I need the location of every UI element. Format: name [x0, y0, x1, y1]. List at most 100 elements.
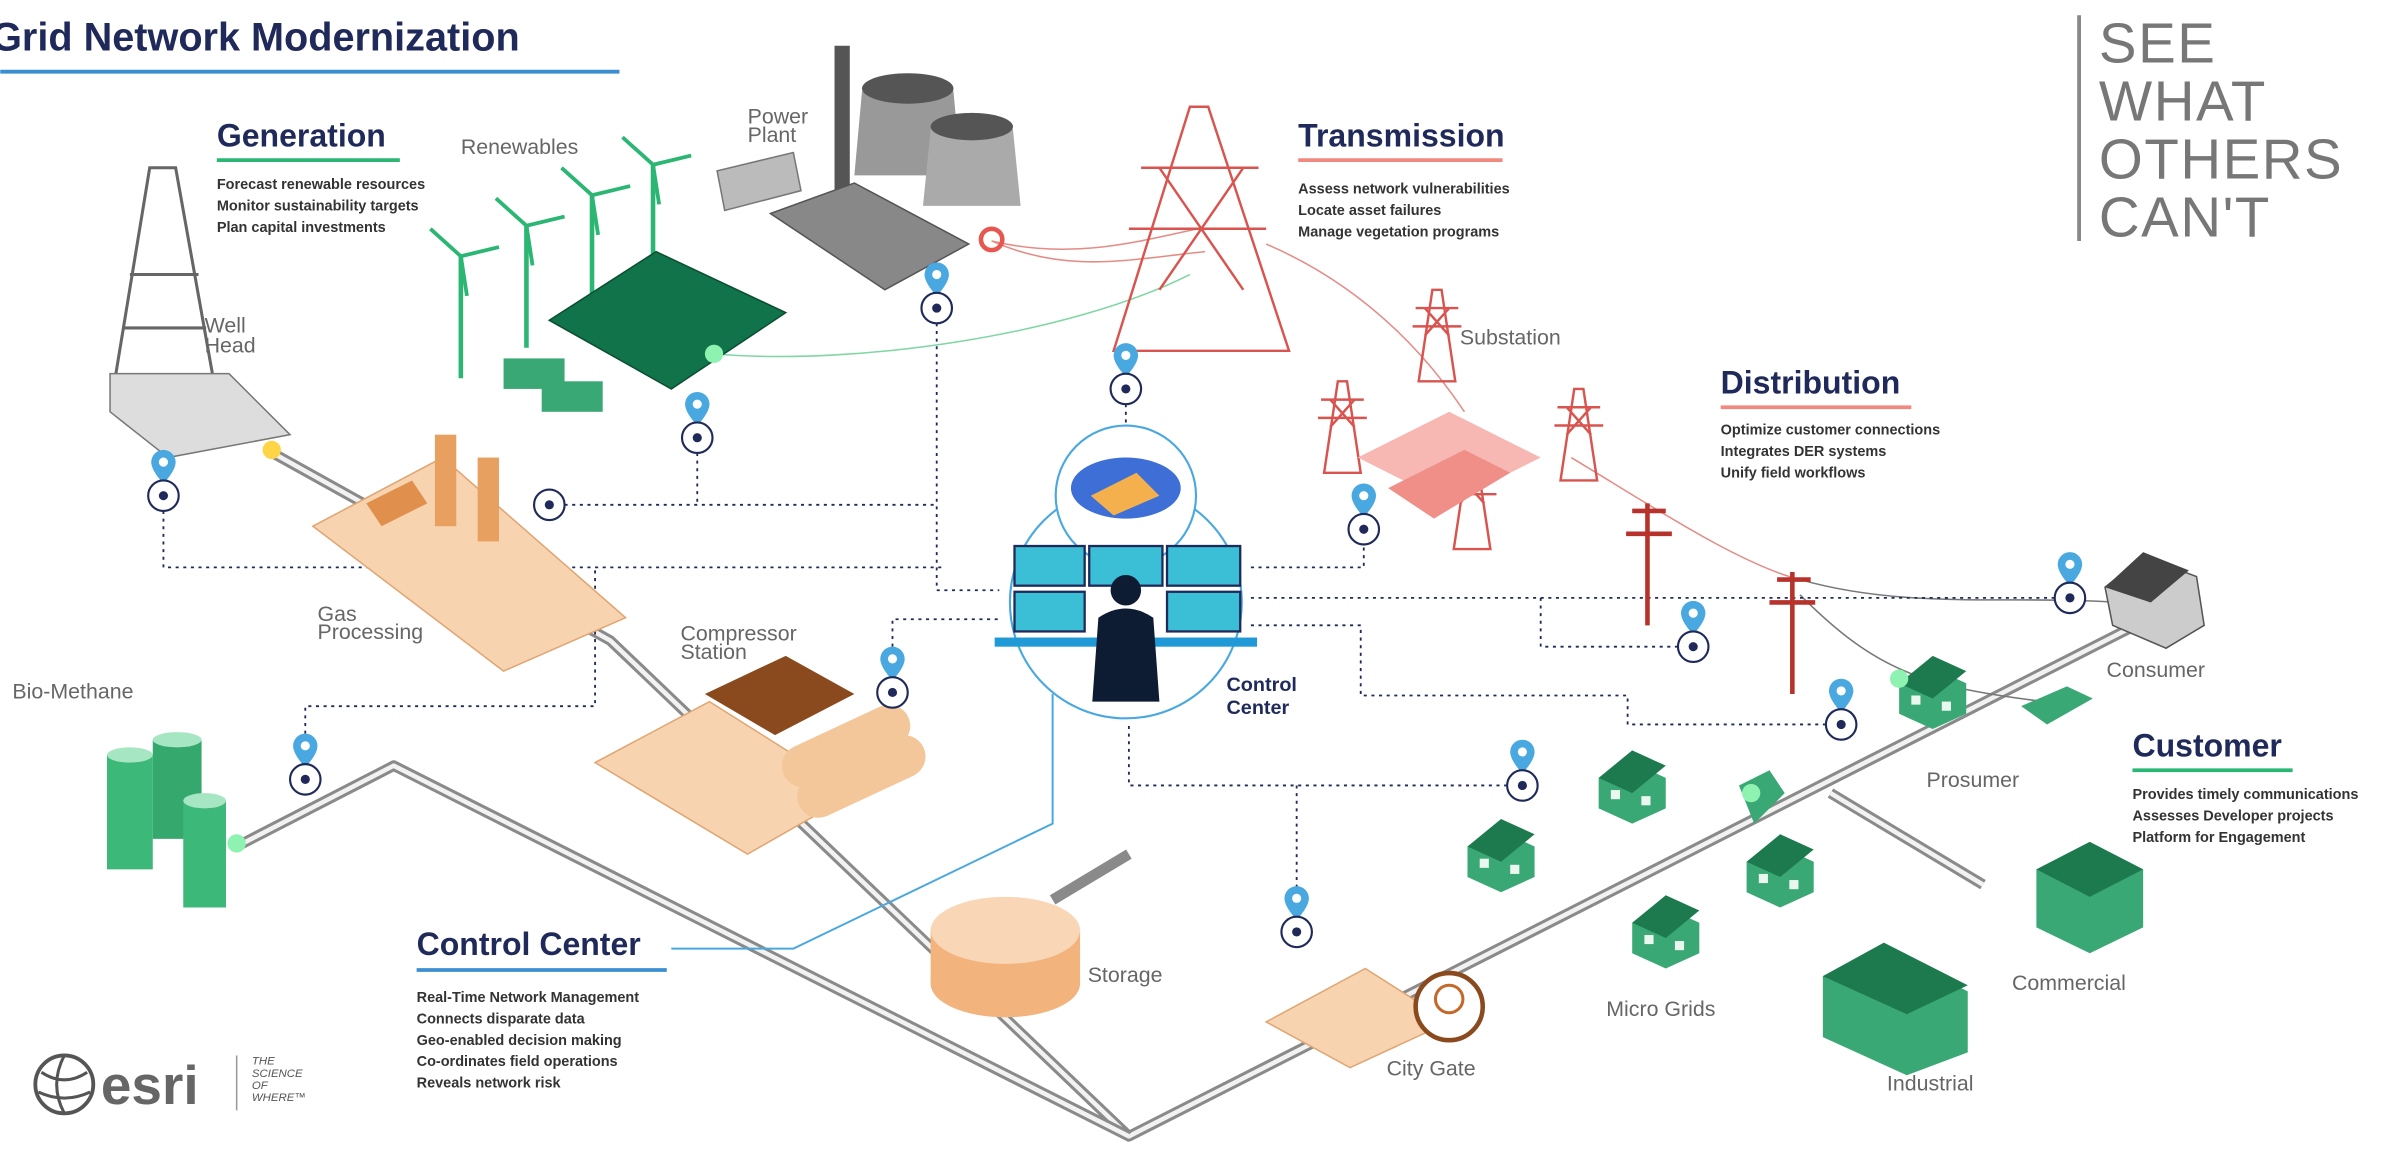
- section-item: Real-Time Network Management: [417, 990, 640, 1006]
- power-lines-part: [992, 241, 1206, 262]
- sensor-pins-part: [1507, 740, 1538, 801]
- distribution-poles-part: [1626, 503, 1672, 625]
- sensor-pins-part: [1349, 483, 1380, 544]
- bio-methane-plant: [107, 732, 246, 907]
- solar-array-part: [549, 252, 785, 389]
- gas-processing-part: [478, 458, 499, 542]
- sensor-pins-part: [1111, 343, 1142, 404]
- infographic: Grid Network Modernization SEE WHAT OTHE…: [0, 0, 2392, 1150]
- storage-tank: [931, 897, 1080, 1017]
- section-item: Integrates DER systems: [1721, 444, 1887, 460]
- data-links-part: [1251, 529, 1364, 567]
- control-center-hub-part-part: [1015, 546, 1085, 586]
- solar-array-part: [542, 381, 603, 412]
- esri-logo-part: [35, 1055, 93, 1113]
- bio-methane-plant-part: [107, 755, 153, 869]
- section-item: Locate asset failures: [1298, 203, 1441, 219]
- sensor-pins-part: [545, 500, 554, 509]
- section-item: Reveals network risk: [417, 1075, 562, 1091]
- houses-part: [2021, 686, 2093, 724]
- section-item: Geo-enabled decision making: [417, 1033, 622, 1049]
- logo-slogan: WHERE™: [252, 1092, 306, 1104]
- body: Grid Network Modernization SEE WHAT OTHE…: [0, 0, 2392, 1150]
- node-label: City Gate: [1387, 1056, 1476, 1080]
- substation-part: [1554, 389, 1603, 481]
- houses-part: [1632, 895, 1699, 968]
- node-label: Head: [205, 333, 256, 357]
- pipeline-part: [1053, 854, 1129, 900]
- commercial-building: [2036, 842, 2143, 953]
- tagline-line: OTHERS: [2099, 127, 2343, 190]
- section-item: Forecast renewable resources: [217, 177, 425, 193]
- logo-slogan: OF: [252, 1080, 269, 1092]
- node-label: Center: [1227, 697, 1290, 719]
- power-plant-part: [717, 153, 801, 211]
- esri-logo: esri THE SCIENCE OF WHERE™: [35, 1054, 306, 1116]
- industrial-building: [1823, 943, 1968, 1076]
- well-head-part: [110, 374, 290, 458]
- section-heading: Customer: [2132, 727, 2281, 763]
- tagline-line: CAN'T: [2099, 185, 2271, 248]
- city-gate-part: [1416, 973, 1483, 1040]
- control-center-hub: [995, 426, 1257, 719]
- wind-turbines-part: [496, 198, 565, 347]
- node-label: Renewables: [461, 135, 578, 159]
- logo-wordmark: esri: [101, 1054, 199, 1116]
- node-label: Bio-Methane: [12, 680, 133, 704]
- section-heading: Generation: [217, 117, 386, 153]
- substation-part: [1318, 381, 1367, 473]
- sensor-pins-part: [2055, 552, 2086, 613]
- sensor-pins-part: [921, 262, 952, 323]
- bio-methane-plant-part: [183, 793, 226, 808]
- tagline-line: SEE: [2099, 12, 2216, 75]
- node-label: Industrial: [1887, 1072, 1974, 1096]
- control-center-hub-part-part: [1167, 592, 1240, 632]
- houses-part: [1899, 656, 1966, 729]
- power-plant-part: [981, 229, 1002, 250]
- section-item: Monitor sustainability targets: [217, 198, 419, 214]
- bio-methane-plant-part: [107, 747, 153, 762]
- houses-part: [1747, 834, 1814, 907]
- section-item: Unify field workflows: [1721, 465, 1866, 481]
- power-plant-part: [862, 73, 954, 104]
- houses-part: [1599, 750, 1666, 823]
- logo-slogan: THE: [252, 1056, 275, 1068]
- section-heading: Transmission: [1298, 117, 1504, 153]
- node-label: Commercial: [2012, 971, 2126, 995]
- section-generation: Generation Forecast renewable resources …: [217, 117, 425, 235]
- tagline: SEE WHAT OTHERS CAN'T: [2099, 12, 2343, 249]
- solar-array-part: [705, 345, 723, 363]
- node-label: Plant: [748, 123, 797, 147]
- bio-methane-plant-part: [227, 834, 245, 852]
- section-item: Assesses Developer projects: [2132, 809, 2333, 825]
- distribution-poles-part: [1769, 572, 1815, 694]
- section-heading: Control Center: [417, 926, 641, 962]
- data-links-part: [1541, 598, 1694, 647]
- sensor-pins-part: [877, 647, 908, 708]
- node-label: Storage: [1088, 963, 1163, 987]
- transmission-tower: [1114, 107, 1289, 351]
- power-lines-part: [992, 229, 1198, 250]
- node-label: Processing: [317, 620, 423, 644]
- sensor-pins-part: [1678, 601, 1709, 662]
- power-plant-part: [835, 46, 850, 199]
- bio-methane-plant-part: [183, 801, 226, 908]
- section-item: Manage vegetation programs: [1298, 224, 1499, 240]
- section-item: Co-ordinates field operations: [417, 1054, 618, 1070]
- sensor-pins-part: [1826, 679, 1857, 740]
- data-links-part: [1129, 726, 1523, 785]
- section-item: Plan capital investments: [217, 220, 386, 236]
- control-center-hub-part-part: [1015, 592, 1085, 632]
- section-item: Provides timely communications: [2132, 787, 2358, 803]
- section-item: Connects disparate data: [417, 1011, 586, 1027]
- section-item: Optimize customer connections: [1721, 423, 1940, 439]
- node-label: Consumer: [2107, 658, 2205, 682]
- houses-part: [1742, 784, 1760, 802]
- sensor-pins-part: [148, 450, 179, 511]
- node-label: Control: [1227, 674, 1297, 696]
- pipeline-part: [1830, 793, 1983, 885]
- node-label: Micro Grids: [1606, 997, 1715, 1021]
- node-label: Prosumer: [1927, 768, 2020, 792]
- sensor-pins-part: [290, 734, 321, 795]
- node-label: Substation: [1460, 326, 1561, 350]
